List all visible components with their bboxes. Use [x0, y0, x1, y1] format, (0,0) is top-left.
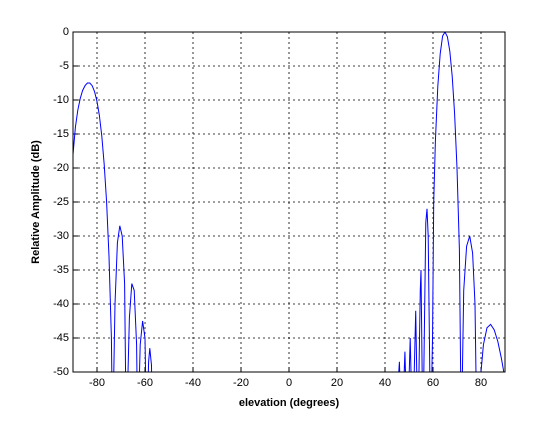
- y-tick-label: -40: [53, 298, 69, 310]
- y-tick-label: -10: [53, 94, 69, 106]
- y-tick-label: -15: [53, 128, 69, 140]
- x-tick-label: 60: [427, 377, 439, 389]
- x-tick-label: -20: [233, 377, 249, 389]
- x-tick-label: -60: [137, 377, 153, 389]
- x-tick-label: 40: [379, 377, 391, 389]
- y-tick-label: -35: [53, 264, 69, 276]
- y-tick-label: -45: [53, 332, 69, 344]
- data-line: [73, 32, 505, 372]
- y-tick-label: 0: [63, 26, 69, 38]
- plot-frame: [72, 31, 506, 373]
- x-tick-label: -40: [185, 377, 201, 389]
- x-tick-label: 0: [286, 377, 292, 389]
- y-axis-label: Relative Amplitude (dB): [30, 140, 42, 264]
- x-tick-label: 20: [331, 377, 343, 389]
- y-tick-label: -25: [53, 196, 69, 208]
- x-axis-label: elevation (degrees): [239, 397, 340, 409]
- y-tick-label: -30: [53, 230, 69, 242]
- y-tick-label: -50: [53, 366, 69, 378]
- y-tick-label: -20: [53, 162, 69, 174]
- y-tick-label: -5: [59, 60, 69, 72]
- x-tick-label: -80: [89, 377, 105, 389]
- x-tick-label: 80: [475, 377, 487, 389]
